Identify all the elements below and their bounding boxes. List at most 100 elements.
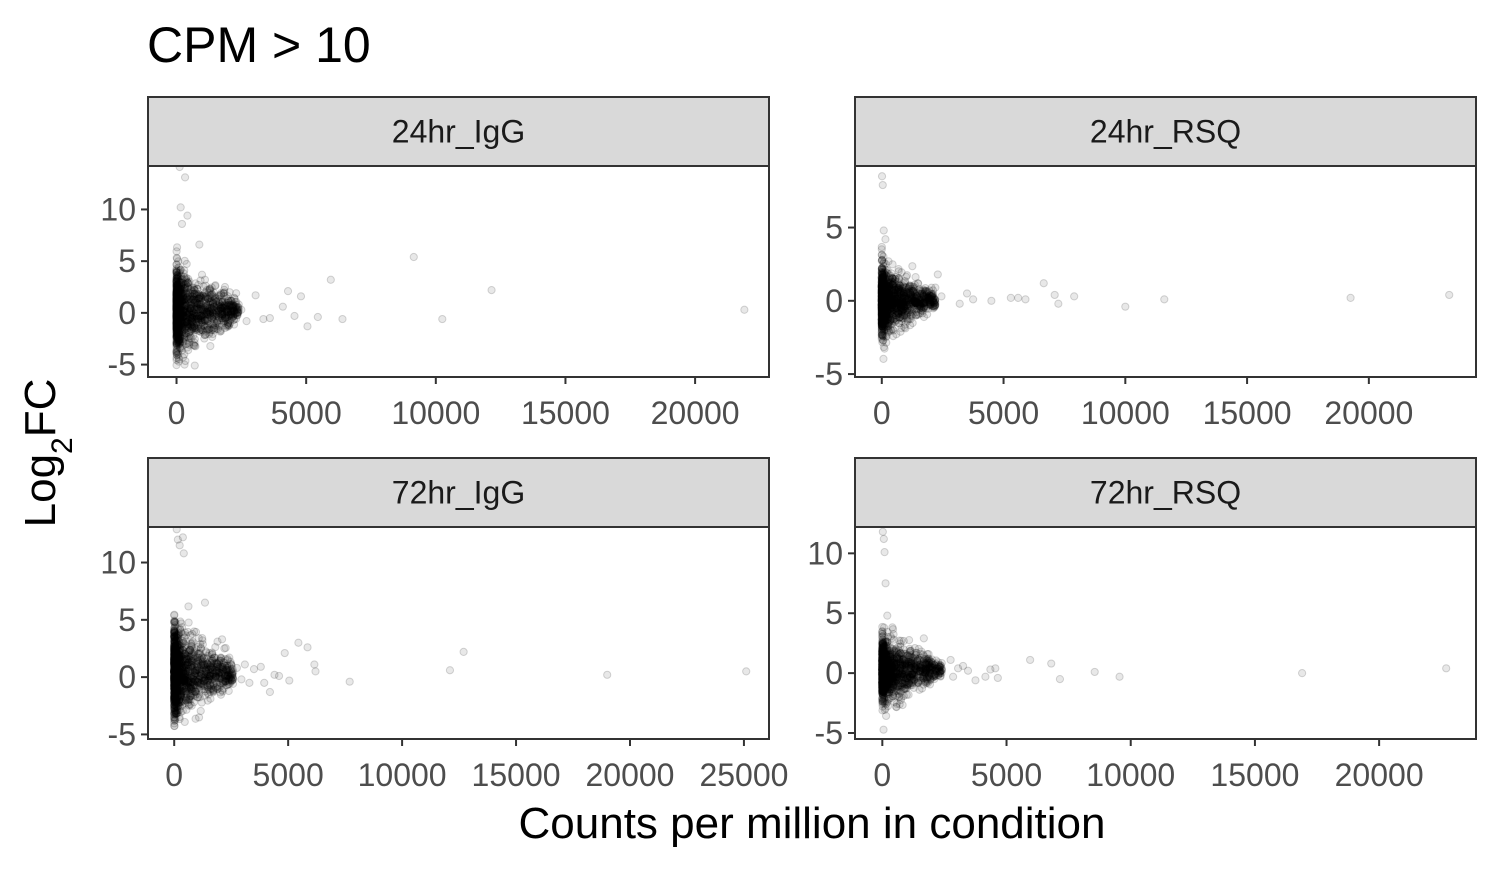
x-tick-label: 10000 (1081, 395, 1170, 431)
data-point (223, 321, 232, 330)
data-point (180, 284, 189, 294)
data-point (175, 298, 184, 307)
data-point (184, 299, 193, 308)
data-point (174, 293, 183, 302)
data-point (172, 323, 182, 333)
data-point (218, 309, 227, 318)
data-point (172, 314, 181, 323)
data-point (204, 294, 213, 303)
data-point (178, 294, 187, 304)
data-point (177, 282, 186, 292)
data-point (176, 300, 185, 309)
data-point (180, 295, 189, 304)
y-tick-label: -5 (815, 356, 843, 392)
data-point (198, 326, 207, 335)
data-point (172, 292, 181, 302)
data-point (1021, 295, 1030, 304)
facet-strip-label: 72hr_RSQ (1090, 475, 1241, 511)
data-point (172, 302, 181, 312)
data-point (178, 314, 187, 323)
data-point (174, 290, 183, 299)
data-point (194, 312, 204, 321)
data-point (229, 301, 238, 310)
data-point (937, 292, 946, 301)
data-point (180, 307, 189, 316)
data-point (178, 310, 187, 319)
data-point (211, 294, 220, 303)
data-point (173, 298, 183, 307)
data-point (877, 309, 887, 318)
data-point (219, 301, 229, 310)
data-point (227, 311, 236, 320)
data-point (174, 336, 184, 345)
data-point (172, 308, 181, 317)
data-point (175, 290, 184, 299)
data-point (188, 306, 197, 316)
data-point (172, 327, 181, 336)
data-point (969, 295, 978, 304)
data-point (173, 281, 182, 290)
data-point (173, 295, 182, 304)
data-point (178, 289, 187, 298)
data-point (188, 323, 197, 332)
data-point (198, 291, 207, 300)
data-point (172, 333, 181, 342)
data-point (216, 327, 226, 336)
data-point (172, 316, 181, 325)
data-point (184, 332, 193, 341)
data-point (186, 302, 195, 311)
data-point (220, 285, 229, 294)
data-point (217, 311, 227, 320)
data-point (173, 309, 182, 318)
data-point (172, 303, 181, 312)
data-point (172, 330, 182, 339)
data-point (185, 297, 194, 306)
data-point (176, 310, 185, 319)
data-point (172, 339, 181, 348)
data-point (172, 313, 181, 322)
data-point (172, 330, 181, 339)
data-point (884, 319, 893, 328)
data-point (877, 172, 887, 181)
data-point (209, 288, 218, 297)
data-point (902, 271, 912, 280)
data-point (187, 297, 196, 307)
data-point (196, 299, 205, 308)
data-point (175, 311, 184, 321)
data-point (172, 328, 181, 337)
data-point (181, 289, 190, 298)
data-point (202, 301, 211, 311)
data-point (174, 357, 183, 366)
data-point (178, 304, 187, 313)
data-point (177, 274, 187, 284)
data-point (878, 288, 887, 297)
data-point (176, 335, 185, 345)
data-point (894, 283, 903, 292)
data-point (173, 330, 183, 339)
data-point (182, 301, 191, 310)
data-point (232, 305, 241, 314)
data-point (172, 310, 181, 319)
data-point (174, 279, 183, 289)
data-point (172, 309, 181, 318)
data-point (184, 310, 193, 319)
data-point (174, 337, 183, 347)
data-point (174, 293, 183, 303)
data-point (209, 292, 218, 301)
data-point (230, 293, 239, 302)
data-point (175, 292, 184, 301)
data-point (200, 316, 209, 325)
data-point (179, 296, 188, 305)
data-point (221, 314, 231, 323)
data-point (1039, 279, 1048, 288)
data-point (177, 315, 186, 324)
data-point (208, 325, 217, 334)
y-tick-label: 0 (118, 295, 136, 331)
data-point (893, 285, 902, 294)
data-point (215, 294, 224, 304)
data-point (182, 320, 191, 329)
data-point (173, 286, 182, 295)
data-point (173, 318, 182, 327)
data-point (190, 286, 199, 295)
